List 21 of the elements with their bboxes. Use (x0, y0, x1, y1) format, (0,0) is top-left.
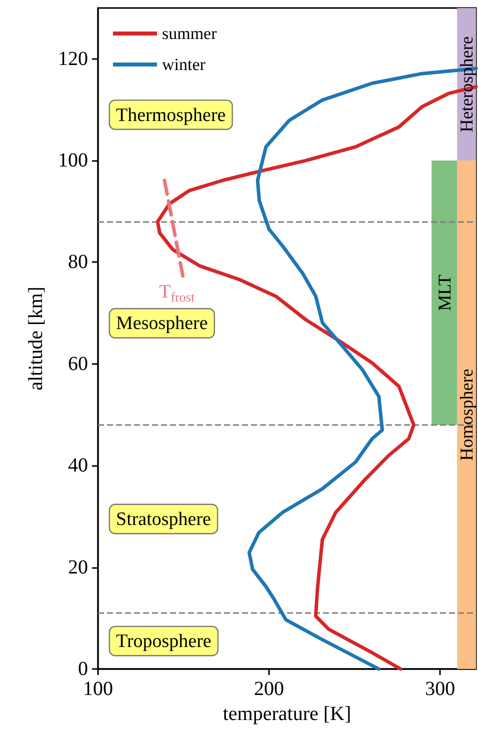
y-tick-label: 120 (58, 48, 88, 70)
annotation: Stratosphere (116, 509, 211, 530)
annotation: Troposphere (116, 631, 212, 652)
y-tick-label: 60 (68, 352, 88, 375)
legend-label: summer (162, 24, 218, 43)
band-label: Heterosphere (456, 36, 477, 132)
y-tick-label: 40 (68, 454, 88, 477)
band-label: Homosphere (456, 368, 477, 461)
x-tick-label: 100 (83, 678, 113, 700)
band-label: MLT (434, 274, 454, 311)
annotation: Mesosphere (116, 313, 208, 334)
y-tick-label: 80 (68, 251, 88, 274)
y-tick-label: 0 (78, 658, 88, 680)
x-tick-label: 200 (254, 678, 284, 700)
x-axis-title: temperature [K] (222, 702, 352, 725)
y-axis-title: altitude [km] (25, 286, 47, 390)
legend-label: winter (162, 55, 206, 74)
annotation: Thermosphere (116, 104, 226, 126)
y-tick-label: 20 (68, 556, 88, 578)
y-tick-label: 100 (58, 150, 88, 172)
x-tick-label: 300 (425, 678, 456, 700)
